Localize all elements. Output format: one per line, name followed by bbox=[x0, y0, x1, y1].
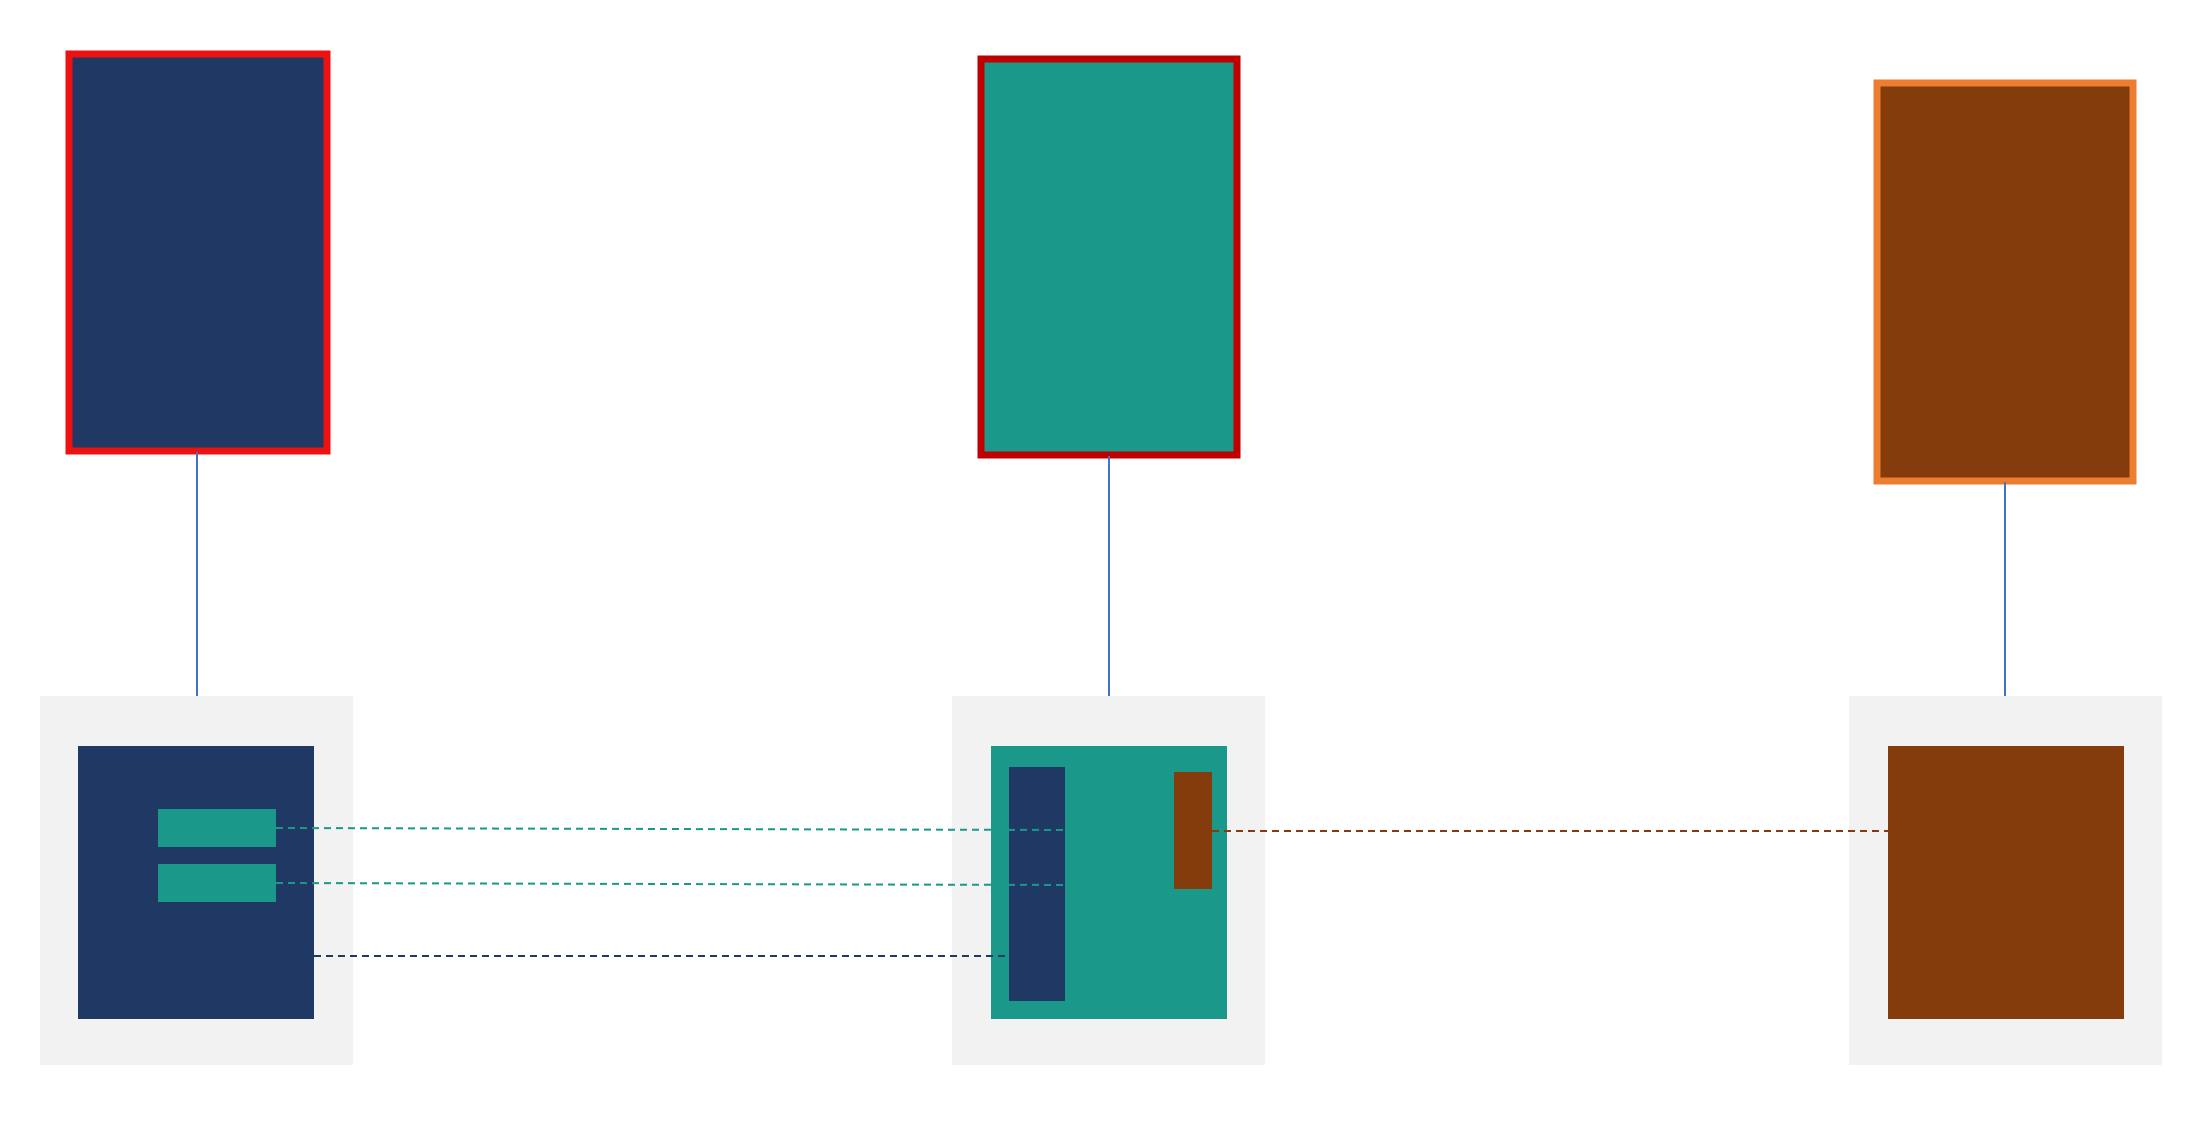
top-card-navy bbox=[65, 50, 331, 455]
panel-left-bar-teal-1 bbox=[158, 809, 276, 847]
dashed-link-teal-2 bbox=[275, 882, 1066, 886]
panel-left-bar-teal-2 bbox=[158, 864, 276, 902]
top-card-teal bbox=[977, 55, 1241, 459]
top-card-brown bbox=[1873, 79, 2137, 485]
panel-middle-bar-brown bbox=[1174, 772, 1212, 889]
panel-right-block-brown bbox=[1888, 746, 2124, 1019]
dashed-link-teal-1 bbox=[275, 827, 1066, 831]
